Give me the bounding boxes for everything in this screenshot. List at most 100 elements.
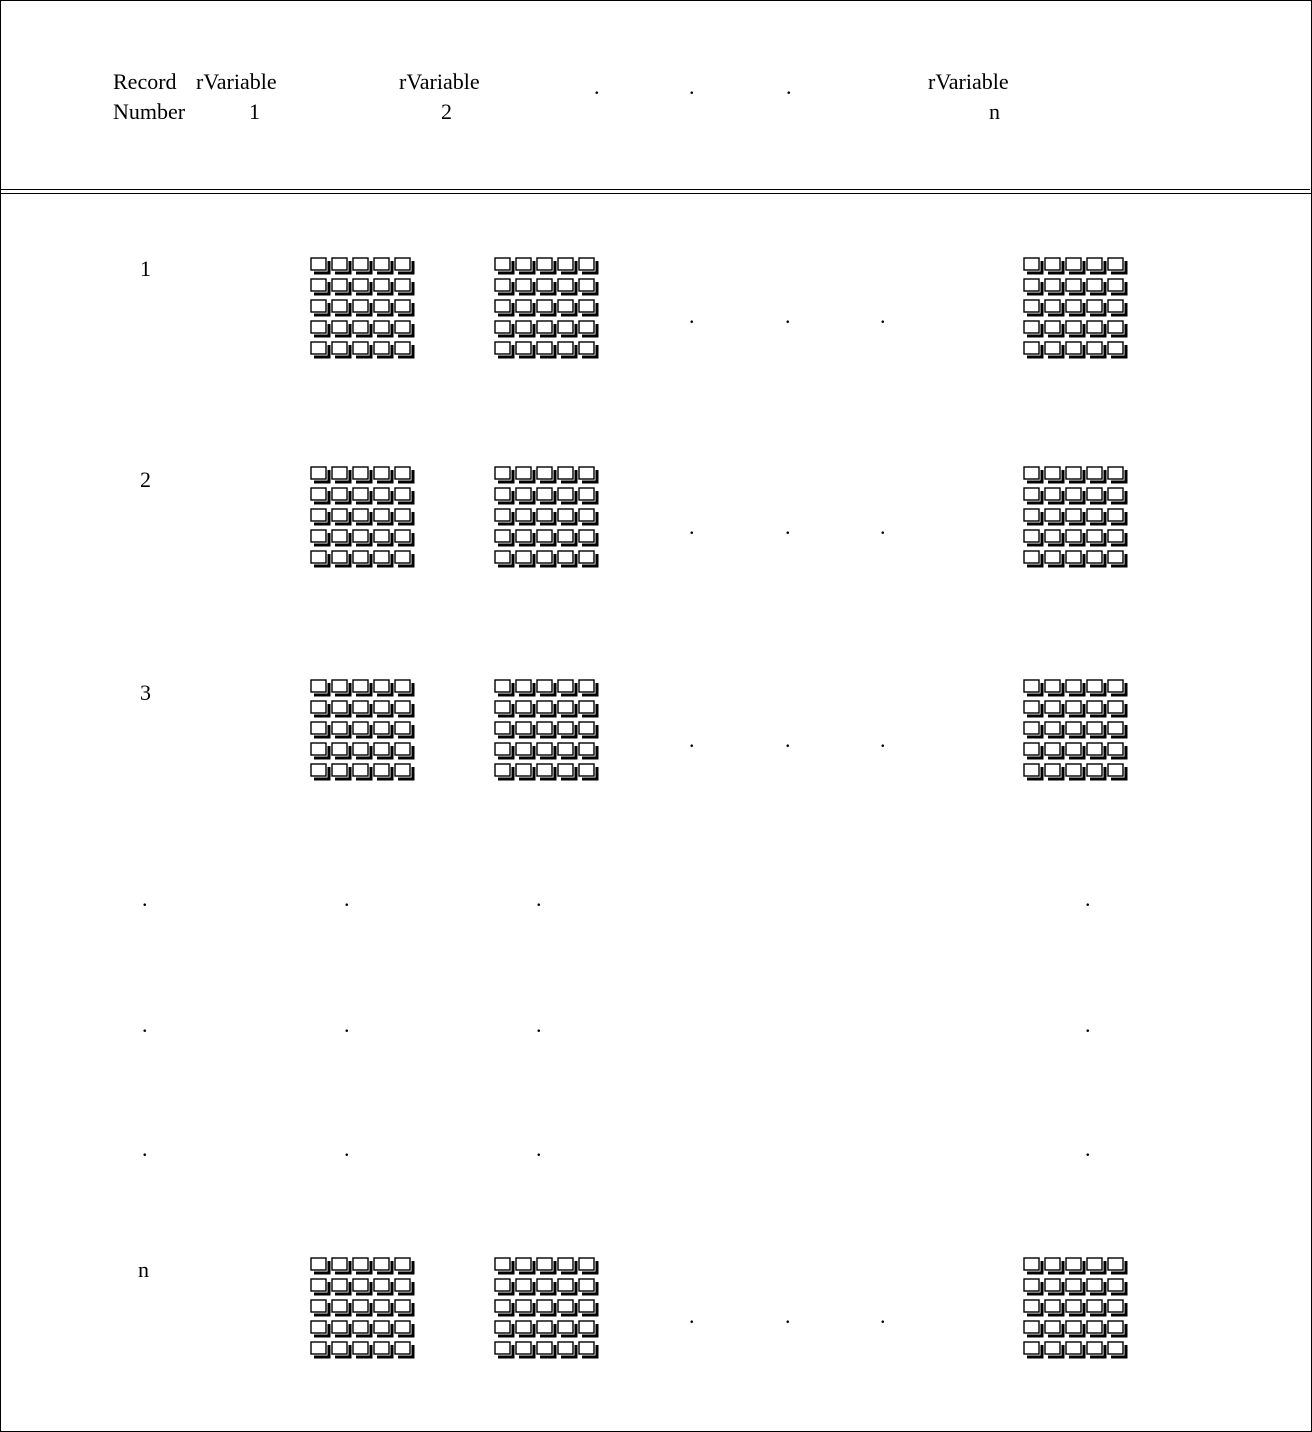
checkbox-cell (536, 529, 557, 547)
checkbox-cell (1086, 550, 1107, 568)
checkbox-cell (1065, 529, 1086, 547)
checkbox-cell (352, 700, 373, 718)
checkbox-cell (1065, 299, 1086, 317)
checkbox-cell (515, 1320, 536, 1338)
checkbox-cell (1086, 529, 1107, 547)
checkbox-cell (1065, 487, 1086, 505)
checkbox-cell (1107, 1257, 1128, 1275)
checkbox-cell (373, 487, 394, 505)
checkbox-cell (1023, 487, 1044, 505)
checkbox-cell (1023, 508, 1044, 526)
row-ellipsis-dot: . (689, 514, 695, 539)
checkbox-cell (394, 278, 415, 296)
row-ellipsis-dot: . (880, 1303, 886, 1328)
checkbox-cell (331, 257, 352, 275)
checkbox-cell (1065, 257, 1086, 275)
checkbox-cell (394, 763, 415, 781)
checkbox-cell (394, 466, 415, 484)
checkbox-cell (394, 320, 415, 338)
checkbox-cell (394, 341, 415, 359)
checkbox-grid-icon (494, 1257, 599, 1362)
checkbox-cell (515, 320, 536, 338)
vertical-ellipsis-dot: . (536, 1012, 542, 1037)
checkbox-cell (1023, 550, 1044, 568)
checkbox-cell (536, 320, 557, 338)
checkbox-cell (536, 1341, 557, 1359)
checkbox-cell (1065, 763, 1086, 781)
checkbox-cell (1107, 679, 1128, 697)
checkbox-cell (578, 1299, 599, 1317)
checkbox-cell (331, 1299, 352, 1317)
column-header-variable-n-index: n (989, 99, 1000, 124)
checkbox-grid (310, 466, 415, 568)
checkbox-grid (494, 1257, 599, 1359)
checkbox-cell (557, 487, 578, 505)
checkbox-cell (1065, 341, 1086, 359)
checkbox-cell (1023, 1341, 1044, 1359)
checkbox-cell (494, 550, 515, 568)
vertical-ellipsis-dot: . (142, 886, 148, 911)
checkbox-cell (536, 466, 557, 484)
checkbox-cell (1065, 320, 1086, 338)
checkbox-cell (515, 721, 536, 739)
checkbox-cell (331, 320, 352, 338)
checkbox-cell (536, 278, 557, 296)
checkbox-cell (1023, 742, 1044, 760)
row-ellipsis-dot: . (689, 727, 695, 752)
checkbox-cell (1086, 466, 1107, 484)
checkbox-cell (373, 1299, 394, 1317)
record-number-label: 1 (140, 256, 151, 281)
checkbox-cell (331, 299, 352, 317)
checkbox-cell (373, 508, 394, 526)
checkbox-cell (557, 1320, 578, 1338)
checkbox-cell (1044, 763, 1065, 781)
checkbox-cell (331, 529, 352, 547)
checkbox-cell (557, 466, 578, 484)
checkbox-cell (557, 742, 578, 760)
checkbox-cell (373, 721, 394, 739)
checkbox-cell (1107, 320, 1128, 338)
checkbox-cell (578, 721, 599, 739)
checkbox-cell (515, 278, 536, 296)
checkbox-grid (310, 679, 415, 781)
checkbox-cell (536, 508, 557, 526)
checkbox-cell (557, 763, 578, 781)
checkbox-cell (1107, 700, 1128, 718)
checkbox-cell (1023, 1320, 1044, 1338)
checkbox-cell (352, 487, 373, 505)
checkbox-cell (515, 763, 536, 781)
checkbox-cell (1065, 550, 1086, 568)
header-double-rule (0, 193, 1312, 194)
checkbox-cell (494, 341, 515, 359)
checkbox-cell (310, 550, 331, 568)
checkbox-cell (1023, 721, 1044, 739)
checkbox-cell (557, 550, 578, 568)
checkbox-cell (1065, 1257, 1086, 1275)
checkbox-cell (1023, 320, 1044, 338)
checkbox-cell (352, 1320, 373, 1338)
checkbox-cell (331, 721, 352, 739)
checkbox-cell (1107, 529, 1128, 547)
checkbox-cell (536, 1320, 557, 1338)
checkbox-cell (331, 1341, 352, 1359)
checkbox-cell (1107, 742, 1128, 760)
checkbox-cell (373, 1341, 394, 1359)
checkbox-cell (515, 299, 536, 317)
checkbox-cell (1023, 1278, 1044, 1296)
checkbox-cell (578, 550, 599, 568)
checkbox-cell (1107, 550, 1128, 568)
checkbox-cell (1086, 721, 1107, 739)
checkbox-cell (310, 1341, 331, 1359)
checkbox-cell (557, 679, 578, 697)
checkbox-cell (494, 1299, 515, 1317)
checkbox-cell (1107, 257, 1128, 275)
checkbox-cell (1044, 1320, 1065, 1338)
row-ellipsis-dot: . (880, 303, 886, 328)
checkbox-cell (1023, 341, 1044, 359)
checkbox-cell (352, 763, 373, 781)
checkbox-cell (578, 320, 599, 338)
checkbox-cell (557, 1257, 578, 1275)
header-ellipsis-dot: . (594, 74, 600, 99)
checkbox-cell (494, 508, 515, 526)
checkbox-cell (515, 1341, 536, 1359)
